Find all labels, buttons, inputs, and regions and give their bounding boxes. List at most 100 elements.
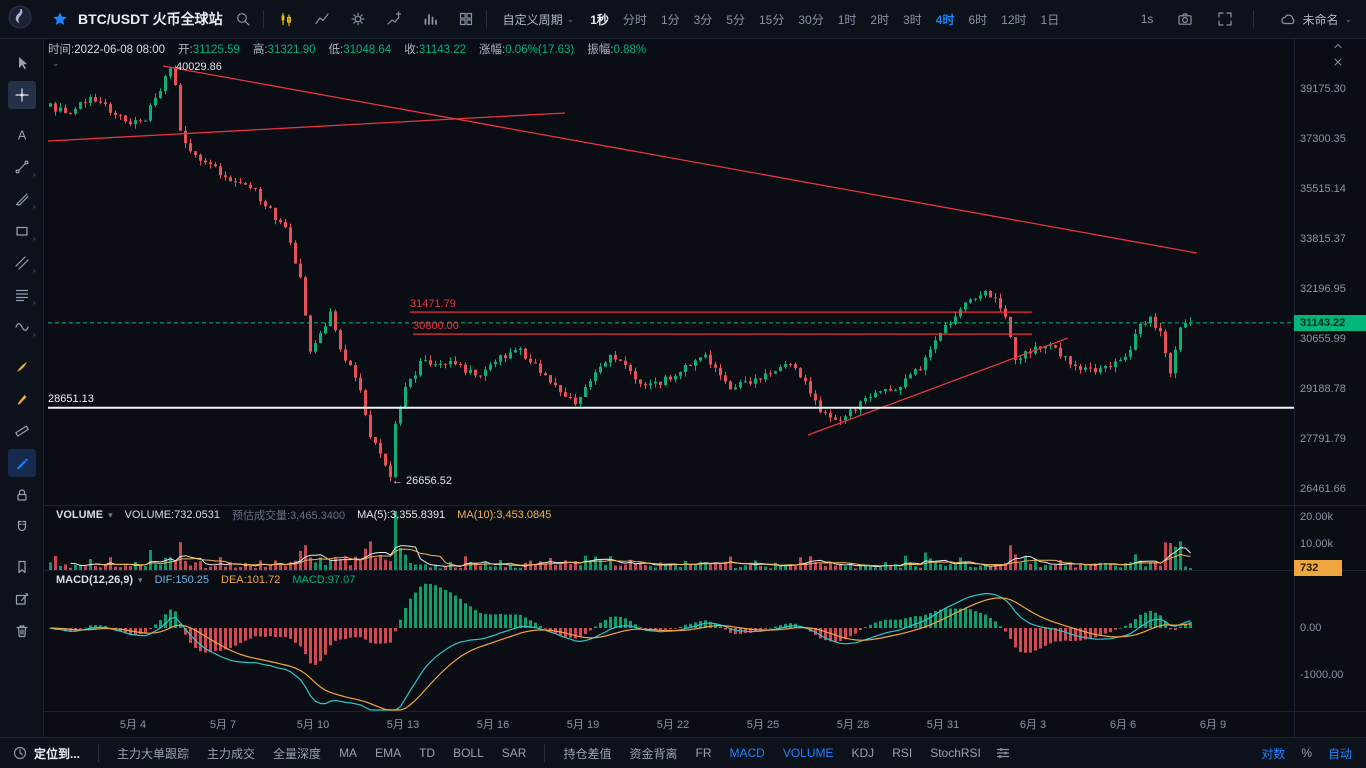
brush-tool-icon[interactable] — [8, 353, 36, 381]
fib-retracement-tool-icon[interactable]: › — [8, 281, 36, 309]
clock-icon — [12, 745, 28, 761]
auto-scale-toggle[interactable]: 自动 — [1327, 746, 1352, 761]
resolution-label: 1s — [1140, 12, 1154, 26]
volume-pane-header: VOLUME ▾ VOLUME:732.0531 预估成交量:3,465.3400… — [56, 507, 551, 523]
caret-down-icon: ▾ — [108, 509, 113, 520]
volume-estimate: 预估成交量:3,465.3400 — [232, 510, 346, 522]
line-chart-style-icon[interactable] — [314, 11, 330, 27]
divider — [1253, 10, 1255, 28]
indicator-columns-icon[interactable] — [422, 11, 438, 27]
cloud-save-icon — [1280, 11, 1296, 27]
bookmark-tool-icon[interactable] — [8, 553, 36, 581]
period-tab-1h[interactable]: 1时 — [837, 12, 857, 27]
symbol-title: BTC/USDT 火币全球站 — [78, 11, 223, 27]
period-tab-time[interactable]: 分时 — [622, 12, 647, 27]
text-tool-icon[interactable]: A — [8, 121, 36, 149]
macd-hist-value: MACD:97.07 — [292, 574, 356, 586]
pane-controls — [1332, 40, 1344, 68]
period-tab-2h[interactable]: 2时 — [870, 12, 890, 27]
crosshair-tool-icon[interactable] — [7, 81, 36, 109]
indicator-settings-icon[interactable] — [995, 745, 1011, 761]
ohlc-open: 开:31125.59 — [178, 44, 240, 56]
bottom-item-full-depth[interactable]: 全量深度 — [273, 746, 322, 761]
period-tab-3m[interactable]: 3分 — [693, 12, 713, 27]
bottom-item-rsi[interactable]: RSI — [892, 746, 913, 760]
bottom-item-stochrsi[interactable]: StochRSI — [930, 746, 981, 760]
period-tab-4h[interactable]: 4时 — [935, 12, 955, 27]
bottom-item-fund-divergence[interactable]: 资金背离 — [629, 746, 678, 761]
edit-tool-icon[interactable] — [8, 585, 36, 613]
wave-tool-icon[interactable]: › — [8, 313, 36, 341]
collapse-ohlc-icon[interactable]: ⌄ — [52, 58, 60, 68]
svg-text:A: A — [17, 129, 26, 143]
locate-to-button[interactable]: 定位到... — [12, 745, 80, 762]
layout-grid-icon[interactable] — [458, 11, 474, 27]
pen-tool-icon[interactable] — [7, 449, 36, 477]
bottom-item-main-orders[interactable]: 主力大单跟踪 — [117, 746, 190, 761]
rectangle-tool-icon[interactable]: › — [8, 217, 36, 245]
layout-name-menu[interactable]: 未命名 ⌄ — [1280, 11, 1352, 28]
log-scale-toggle[interactable]: 对数 — [1261, 746, 1286, 761]
bottom-item-fr[interactable]: FR — [695, 746, 712, 760]
bottom-item-ma[interactable]: MA — [339, 746, 358, 760]
marker-tool-icon[interactable] — [8, 385, 36, 413]
macd-pane-header: MACD(12,26,9) ▾ DIF:150.25 DEA:101.72 MAC… — [56, 574, 355, 586]
trash-tool-icon[interactable] — [8, 617, 36, 645]
bottom-item-kdj[interactable]: KDJ — [851, 746, 875, 760]
bottom-item-position-diff[interactable]: 持仓差值 — [563, 746, 612, 761]
topbar: BTC/USDT 火币全球站 自定义周期 ⌄ 1秒 分时 1分 3分 5分 15分… — [0, 0, 1366, 39]
volume-ma5: MA(5):3,355.8391 — [357, 509, 446, 521]
volume-ma10: MA(10):3,453.0845 — [457, 509, 552, 521]
ohlc-change: 涨幅:0.06%(17.63) — [479, 44, 575, 56]
caret-down-icon: ⌄ — [1344, 13, 1352, 24]
period-tab-5m[interactable]: 5分 — [726, 12, 745, 27]
pitchfork-tool-icon[interactable]: › — [8, 185, 36, 213]
macd-indicator-selector[interactable]: MACD(12,26,9) ▾ — [56, 574, 143, 586]
period-tab-6h[interactable]: 6时 — [968, 12, 988, 27]
fullscreen-icon[interactable] — [1217, 11, 1233, 27]
cursor-tool-icon[interactable] — [8, 49, 36, 77]
ohlc-low: 低:31048.64 — [328, 44, 392, 56]
period-tab-1m[interactable]: 1分 — [660, 12, 680, 27]
percent-scale-toggle[interactable]: % — [1301, 746, 1312, 760]
drawing-toolbar: A › › › › › › — [0, 39, 44, 737]
compare-symbol-icon[interactable] — [386, 11, 402, 27]
caret-down-icon: ▾ — [138, 574, 143, 585]
period-tab-12h[interactable]: 12时 — [1001, 12, 1027, 27]
volume-indicator-selector[interactable]: VOLUME ▾ — [56, 509, 113, 521]
favorite-star-icon[interactable] — [52, 11, 68, 27]
period-tab-3h[interactable]: 3时 — [903, 12, 922, 27]
ruler-tool-icon[interactable] — [8, 417, 36, 445]
magnet-tool-icon[interactable] — [8, 513, 36, 541]
lock-tool-icon[interactable] — [8, 481, 36, 509]
ohlc-high: 高:31321.90 — [252, 44, 316, 56]
bottom-item-boll[interactable]: BOLL — [453, 746, 484, 760]
trendline-tool-icon[interactable]: › — [8, 153, 36, 181]
scroll-up-icon[interactable] — [1332, 40, 1344, 52]
bottom-item-sar[interactable]: SAR — [501, 746, 527, 760]
close-icon[interactable] — [1332, 56, 1344, 68]
ohlc-bar: 时间:2022-06-08 08:00 开:31125.59 高:31321.9… — [48, 41, 646, 57]
divider — [262, 10, 264, 28]
settings-gear-icon[interactable] — [350, 11, 366, 27]
channel-tool-icon[interactable]: › — [8, 249, 36, 277]
bottom-item-td[interactable]: TD — [419, 746, 436, 760]
divider — [544, 744, 546, 762]
search-icon[interactable] — [235, 11, 251, 27]
period-tab-1s[interactable]: 1秒 — [590, 12, 609, 27]
period-tab-15m[interactable]: 15分 — [759, 12, 785, 27]
screenshot-camera-icon[interactable] — [1177, 11, 1193, 27]
ohlc-time: 时间:2022-06-08 08:00 — [48, 44, 166, 56]
huobi-logo[interactable] — [8, 5, 32, 34]
candlestick-style-icon[interactable] — [278, 11, 294, 27]
period-tab-1d[interactable]: 1日 — [1040, 12, 1060, 27]
period-tab-30m[interactable]: 30分 — [798, 12, 824, 27]
bottom-item-ema[interactable]: EMA — [375, 746, 402, 760]
ohlc-close: 收:31143.22 — [404, 44, 467, 56]
bottom-item-macd[interactable]: MACD — [729, 746, 765, 760]
bottom-item-volume[interactable]: VOLUME — [782, 746, 834, 760]
divider — [485, 10, 487, 28]
custom-period-menu[interactable]: 自定义周期 ⌄ — [502, 12, 575, 27]
bottom-item-main-trades[interactable]: 主力成交 — [207, 746, 256, 761]
